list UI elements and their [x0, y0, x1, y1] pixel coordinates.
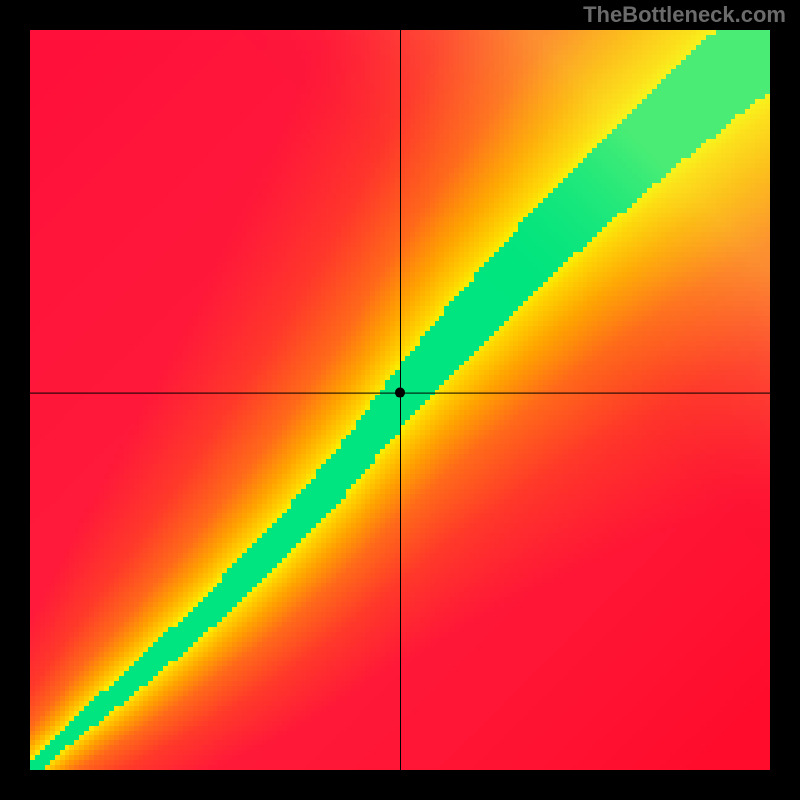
plot-area — [30, 30, 770, 770]
watermark-label: TheBottleneck.com — [583, 2, 786, 28]
chart-frame: TheBottleneck.com — [0, 0, 800, 800]
heatmap-canvas — [30, 30, 770, 770]
